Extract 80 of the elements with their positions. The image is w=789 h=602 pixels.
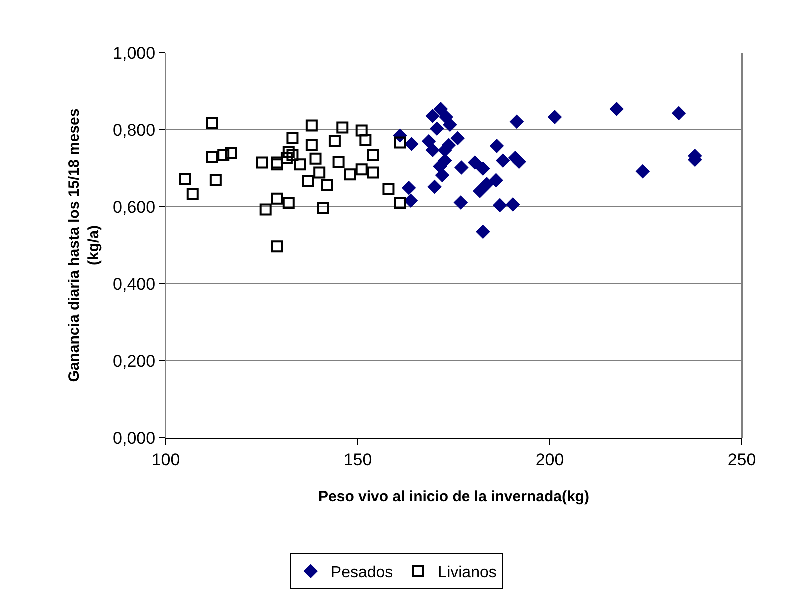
point <box>286 132 299 144</box>
x-tick-label: 250 <box>728 450 756 470</box>
point <box>360 134 372 146</box>
point <box>426 143 440 158</box>
point <box>206 150 218 163</box>
point <box>428 180 442 194</box>
point <box>271 240 284 253</box>
point <box>404 194 418 208</box>
y-tick-label: 1,000 <box>113 44 156 63</box>
point <box>492 198 508 213</box>
point <box>314 166 326 179</box>
point <box>443 118 458 132</box>
point <box>496 154 510 168</box>
point <box>344 168 356 181</box>
point <box>260 204 272 216</box>
point <box>356 164 368 176</box>
point <box>282 146 295 158</box>
point <box>280 152 293 164</box>
point <box>672 106 686 121</box>
point <box>402 180 416 196</box>
point <box>206 117 218 130</box>
point <box>454 196 468 210</box>
point <box>430 122 444 136</box>
legend-label: Livianos <box>438 564 497 582</box>
point <box>512 154 526 170</box>
point <box>286 149 299 162</box>
point <box>468 156 482 170</box>
point <box>310 152 322 165</box>
point <box>476 224 490 240</box>
point <box>282 198 295 210</box>
point <box>394 136 406 149</box>
point <box>336 122 349 134</box>
point <box>422 134 436 149</box>
point <box>454 160 469 175</box>
point <box>382 183 395 196</box>
point <box>321 179 334 192</box>
point <box>490 139 504 154</box>
point <box>404 137 419 152</box>
point <box>636 164 650 179</box>
x-axis-title: Peso vivo al inicio de la invernada(kg) <box>318 488 590 506</box>
point <box>450 131 465 146</box>
point <box>256 156 268 169</box>
point <box>271 192 284 205</box>
point <box>394 198 406 210</box>
point <box>306 120 318 132</box>
point <box>302 175 314 188</box>
point <box>332 156 345 168</box>
point <box>472 184 488 198</box>
y-tick-label: 0,600 <box>113 198 156 217</box>
point <box>218 149 230 162</box>
point <box>179 173 192 186</box>
point <box>480 177 494 192</box>
point <box>476 162 490 176</box>
point <box>210 174 222 186</box>
legend-label: Pesados <box>330 564 394 582</box>
point <box>306 139 318 152</box>
point <box>610 102 624 116</box>
y-tick-label: 0,800 <box>113 120 156 140</box>
point <box>367 166 380 179</box>
point <box>317 202 330 215</box>
point <box>225 147 238 160</box>
point <box>426 108 440 124</box>
point <box>367 149 380 162</box>
y-tick-label: 0,400 <box>113 274 156 294</box>
x-tick-label: 200 <box>536 450 564 470</box>
point <box>506 198 520 212</box>
point <box>186 188 199 200</box>
point <box>510 114 524 130</box>
y-tick-label: 0,000 <box>113 428 156 448</box>
point <box>356 124 368 137</box>
point <box>435 168 450 183</box>
point <box>489 173 504 188</box>
point <box>328 136 341 148</box>
x-tick-label: 100 <box>152 450 180 470</box>
point <box>294 158 306 171</box>
y-axis-title: Ganancia diaria hasta los 15/18 meses (kg/a) <box>66 108 102 382</box>
y-tick-label: 0,200 <box>113 352 156 371</box>
point <box>548 110 562 124</box>
x-tick-label: 150 <box>344 450 372 470</box>
point <box>434 102 448 116</box>
